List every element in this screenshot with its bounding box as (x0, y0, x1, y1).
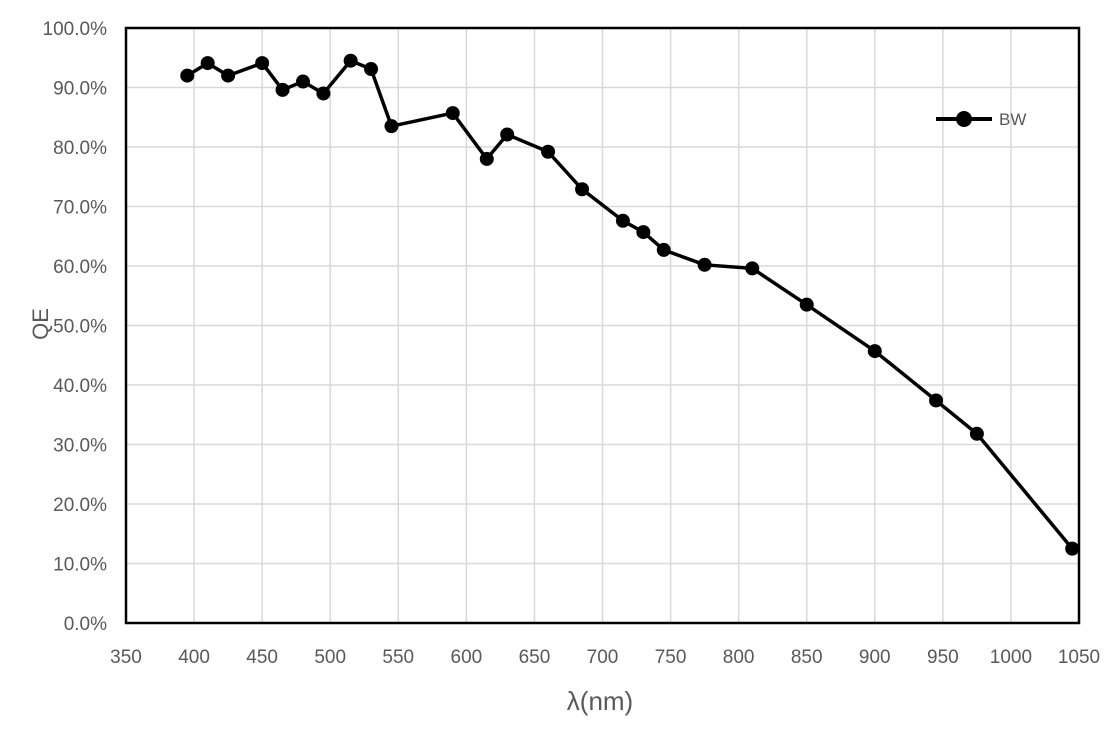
y-tick-label: 90.0% (53, 79, 107, 100)
y-tick-label: 70.0% (53, 198, 107, 219)
data-point (200, 56, 215, 71)
x-tick-label: 800 (723, 647, 755, 668)
data-point (364, 62, 379, 77)
plot-border (124, 26, 1081, 625)
y-axis-title: QE (28, 308, 53, 340)
data-point (255, 56, 270, 71)
data-point (867, 344, 882, 359)
y-tick-label: 10.0% (53, 555, 107, 576)
data-point (969, 426, 984, 441)
x-tick-label: 650 (519, 647, 551, 668)
y-tick-label: 30.0% (53, 436, 107, 457)
data-point (384, 119, 399, 134)
y-tick-label: 50.0% (53, 317, 107, 338)
legend-marker-icon (956, 111, 972, 127)
data-point (445, 106, 460, 121)
data-point (221, 68, 236, 83)
data-point (636, 225, 651, 240)
data-point (575, 182, 590, 197)
data-point (697, 257, 712, 272)
data-point (343, 53, 358, 68)
x-tick-label: 550 (382, 647, 414, 668)
data-point (295, 74, 310, 89)
x-tick-label: 450 (246, 647, 278, 668)
y-tick-label: 0.0% (64, 614, 107, 635)
x-tick-label: 700 (587, 647, 619, 668)
legend-label: BW (999, 110, 1026, 129)
data-point (541, 144, 556, 159)
y-tick-label: 100.0% (43, 19, 108, 40)
x-tick-label: 400 (178, 647, 210, 668)
data-point (180, 68, 195, 83)
series-layer (180, 53, 1080, 556)
x-tick-label: 1050 (1058, 647, 1100, 668)
y-tick-labels: 0.0% 10.0% 20.0% 30.0% 40.0% 50.0% 60.0% 70.0% 8… (43, 19, 108, 635)
x-tick-label: 900 (859, 647, 891, 668)
x-tick-label: 500 (314, 647, 346, 668)
x-tick-label: 600 (451, 647, 483, 668)
data-point (316, 86, 331, 101)
x-tick-labels: 350 400 450 500 550 600 650 700 750 800 850 900 950 1… (110, 647, 1100, 668)
x-axis-title: λ(nm) (567, 686, 633, 716)
data-point (500, 127, 515, 142)
x-tick-label: 1000 (990, 647, 1032, 668)
data-point (1065, 541, 1080, 556)
x-tick-label: 350 (110, 647, 142, 668)
gridlines (126, 28, 1079, 623)
data-point (656, 242, 671, 257)
data-point (745, 261, 760, 276)
data-point (615, 213, 630, 228)
data-point (479, 151, 494, 166)
y-tick-label: 40.0% (53, 376, 107, 397)
legend: BW (936, 110, 1026, 129)
x-tick-label: 750 (655, 647, 687, 668)
series-line (185, 58, 1074, 551)
y-tick-label: 80.0% (53, 138, 107, 159)
data-point (275, 82, 290, 97)
y-tick-label: 20.0% (53, 495, 107, 516)
y-tick-label: 60.0% (53, 257, 107, 278)
x-tick-label: 950 (927, 647, 959, 668)
data-point (799, 297, 814, 312)
x-tick-label: 850 (791, 647, 823, 668)
data-point (929, 393, 944, 408)
